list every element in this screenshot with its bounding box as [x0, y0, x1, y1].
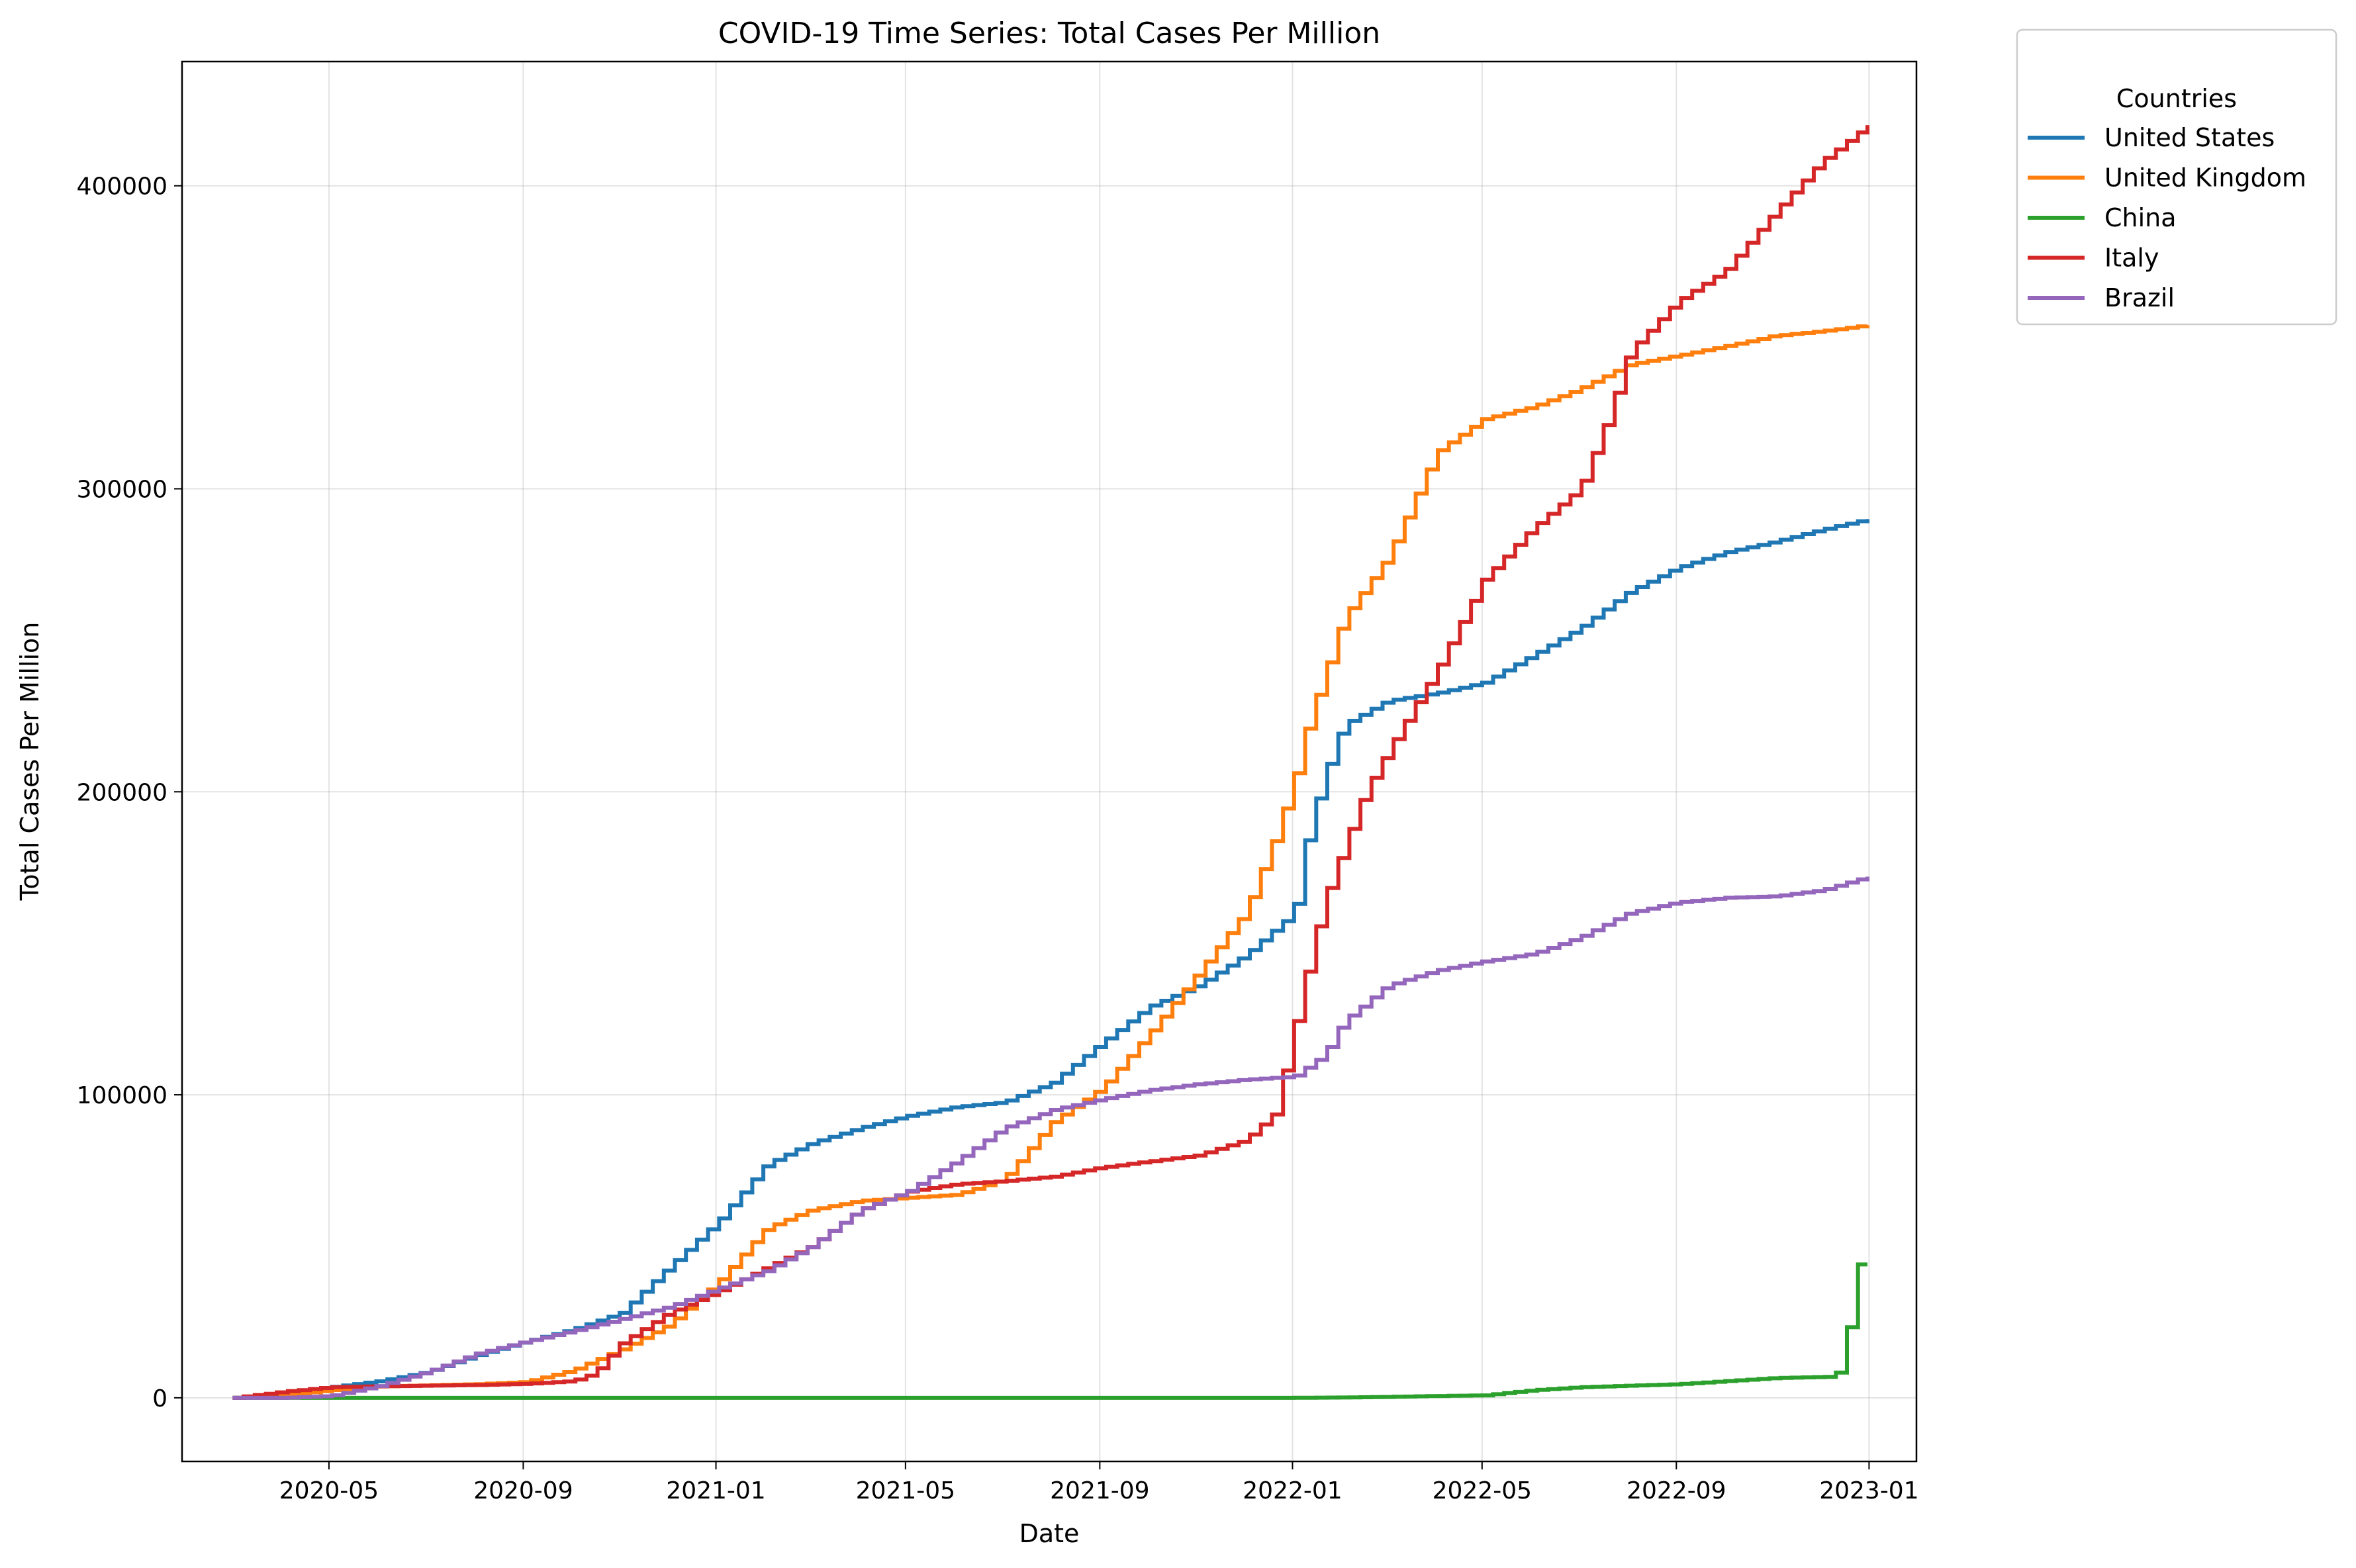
- axis-ticks: 2020-05 2020-09 2021-01 2021-05 2021-09 2022-…: [77, 173, 1919, 1504]
- series-line-china: [232, 1262, 1867, 1400]
- x-tick-label: 2022-01: [1243, 1477, 1342, 1504]
- chart-title: COVID-19 Time Series: Total Cases Per Mi…: [718, 17, 1380, 50]
- series-line-italy: [232, 125, 1869, 1400]
- x-tick-label: 2020-09: [473, 1477, 573, 1504]
- y-tick-label: 100000: [77, 1082, 167, 1109]
- x-axis-title: Date: [1019, 1519, 1080, 1548]
- y-axis-title: Total Cases Per Million: [15, 622, 44, 901]
- y-tick-label: 200000: [77, 779, 167, 806]
- x-tick-label: 2021-01: [666, 1477, 765, 1504]
- series-lines: [232, 125, 1869, 1400]
- legend-label-italy: Italy: [2104, 244, 2159, 273]
- x-tick-label: 2021-09: [1050, 1477, 1149, 1504]
- legend-label-united-kingdom: United Kingdom: [2104, 163, 2306, 193]
- legend-label-brazil: Brazil: [2104, 283, 2175, 312]
- legend-label-china: China: [2104, 203, 2177, 232]
- legend-items: United States United Kingdom China Italy Bra…: [2028, 123, 2306, 312]
- y-tick-label: 0: [152, 1385, 167, 1412]
- legend-title: Countries: [2116, 84, 2237, 113]
- x-tick-label: 2022-09: [1626, 1477, 1726, 1504]
- series-line-brazil: [232, 876, 1869, 1400]
- y-tick-label: 300000: [77, 476, 167, 503]
- gridlines: [182, 62, 1916, 1461]
- legend-box: [2016, 28, 2337, 326]
- x-tick-label: 2023-01: [1819, 1477, 1918, 1504]
- plot-frame: [181, 60, 1918, 1463]
- x-tick-label: 2020-05: [279, 1477, 379, 1504]
- x-tick-label: 2022-05: [1433, 1477, 1532, 1504]
- y-tick-label: 400000: [77, 173, 167, 201]
- legend: Countries United States United Kingdom Chi…: [2016, 28, 2337, 326]
- legend-label-united-states: United States: [2104, 123, 2275, 152]
- x-tick-label: 2021-05: [856, 1477, 955, 1504]
